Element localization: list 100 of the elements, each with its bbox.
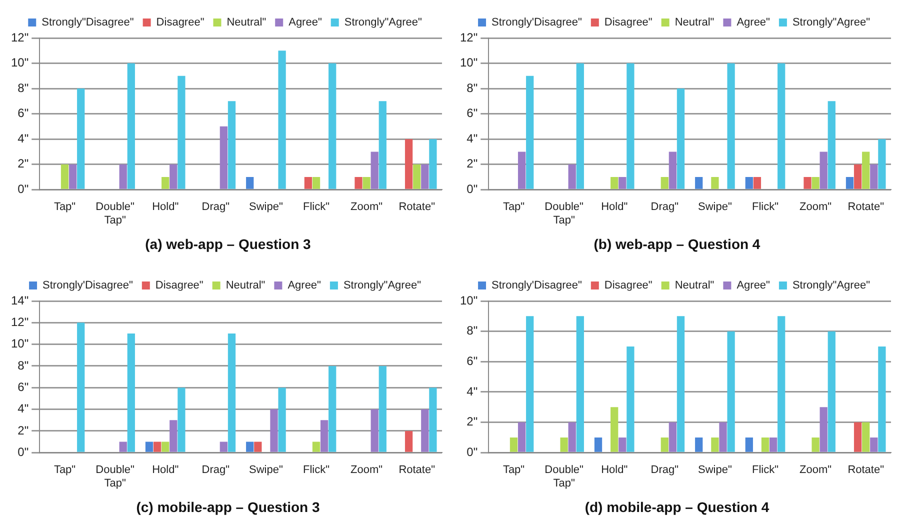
y-tick-label: 10" <box>11 56 29 70</box>
bar <box>328 366 336 452</box>
y-tick-label: 4" <box>466 131 478 146</box>
bar <box>727 331 735 452</box>
bar <box>828 101 836 189</box>
bar <box>178 76 186 189</box>
bar <box>77 322 85 452</box>
bar <box>60 164 69 189</box>
bar <box>119 164 127 189</box>
bar <box>526 76 534 189</box>
x-tick-label: Tap" <box>54 201 76 214</box>
bar <box>68 164 77 189</box>
bar <box>429 388 437 452</box>
legend-label: Neutral" <box>674 16 714 29</box>
legend-label: Agree" <box>736 16 770 29</box>
bar <box>576 316 584 452</box>
bar <box>753 176 762 189</box>
legend-label: Agree" <box>736 280 770 292</box>
bar <box>668 422 677 452</box>
y-tick-label: 10" <box>460 56 478 70</box>
bar <box>761 437 770 452</box>
bar <box>695 437 703 452</box>
legend-label: Disagree" <box>156 16 204 29</box>
bar <box>518 422 526 452</box>
bar <box>170 164 178 189</box>
bar <box>526 316 534 452</box>
y-tick-label: 2" <box>18 423 29 438</box>
bar <box>162 176 170 189</box>
y-tick-label: 8" <box>18 358 29 372</box>
legend-label: Disagree" <box>604 16 652 29</box>
bar <box>594 437 602 452</box>
bar <box>127 333 135 452</box>
x-tick-label: Tap" <box>54 464 76 476</box>
x-tick-label: Swipe" <box>698 464 732 476</box>
x-tick-label: Double" Tap" <box>96 201 135 226</box>
y-tick-label: 2" <box>466 156 478 171</box>
y-tick-label: 0" <box>466 444 478 459</box>
bar <box>145 442 154 452</box>
y-tick-label: 6" <box>466 106 478 120</box>
x-tick-label: Rotate" <box>848 464 884 476</box>
x-tick-label: Double" Tap" <box>96 464 135 490</box>
x-tick-label: Drag" <box>202 201 230 214</box>
legend-label: Disagree" <box>155 280 204 292</box>
bar <box>676 316 685 452</box>
legend-label: Strongly"Disagree" <box>42 16 134 29</box>
bar <box>354 176 362 189</box>
bar <box>370 152 378 189</box>
legend-label: Strongly"Agree" <box>792 280 870 292</box>
legend-label: Strongly"Agree" <box>343 280 422 292</box>
legend-label: Strongly'Disagree" <box>492 16 582 29</box>
x-tick-label: Rotate" <box>398 464 436 476</box>
x-tick-label: Flick" <box>302 201 330 214</box>
bar <box>711 176 719 189</box>
bar <box>518 152 526 189</box>
bar <box>804 176 812 189</box>
y-tick-label: 12" <box>11 314 29 329</box>
bar <box>727 63 735 189</box>
bar <box>170 420 178 452</box>
bar <box>854 164 862 189</box>
bar <box>812 437 820 452</box>
bar <box>127 63 135 189</box>
y-tick-label: 8" <box>18 80 29 95</box>
x-tick-label: Double" Tap" <box>544 201 584 226</box>
bar <box>278 388 286 452</box>
bar <box>119 442 127 452</box>
bar <box>270 409 278 452</box>
x-tick-label: Zoom" <box>350 464 383 476</box>
bar <box>312 176 320 189</box>
x-tick-label: Swipe" <box>249 201 283 214</box>
x-tick-label: Drag" <box>202 464 230 476</box>
text: (c) mobile-app – Question 3 <box>135 499 321 515</box>
bar <box>510 437 518 452</box>
legend-label: Strongly'Disagree" <box>42 280 134 292</box>
bar <box>304 176 312 189</box>
bar <box>626 346 634 452</box>
x-tick-label: Hold" <box>601 201 628 214</box>
bar <box>404 430 413 452</box>
bar <box>719 422 727 452</box>
y-tick-label: 12" <box>11 30 29 44</box>
x-tick-label: Hold" <box>152 201 179 214</box>
x-tick-label: Zoom" <box>800 464 832 476</box>
y-tick-label: 0" <box>18 444 29 459</box>
y-tick-label: 6" <box>466 354 478 368</box>
x-tick-label: Flick" <box>752 464 779 476</box>
legend-label: Neutral" <box>226 280 266 292</box>
x-tick-label: Swipe" <box>698 201 732 214</box>
text: (d) mobile-app – Question 4 <box>584 499 770 515</box>
bar <box>820 407 828 452</box>
y-tick-label: 6" <box>18 106 29 120</box>
bar <box>560 437 568 452</box>
bar <box>220 126 228 189</box>
bar <box>660 437 668 452</box>
x-tick-label: Hold" <box>152 464 179 476</box>
legend-label: Neutral" <box>674 280 714 292</box>
y-tick-label: 10" <box>460 293 478 308</box>
legend-label: Agree" <box>288 16 322 29</box>
x-tick-label: Swipe" <box>249 464 283 476</box>
bar <box>246 442 254 452</box>
x-tick-label: Flick" <box>302 464 330 476</box>
text: (b) web-app – Question 4 <box>592 236 762 252</box>
